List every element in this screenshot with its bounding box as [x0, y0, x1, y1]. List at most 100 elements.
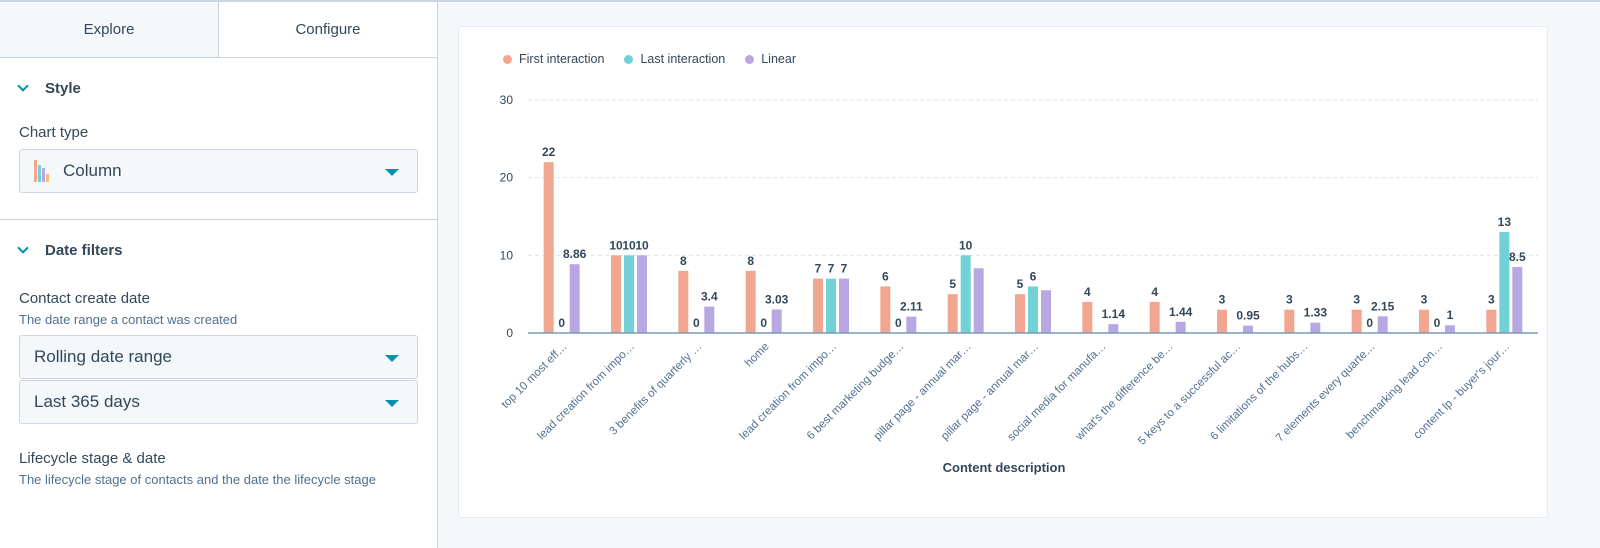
- y-tick-label: 30: [500, 93, 514, 107]
- data-label: 10: [609, 238, 623, 252]
- data-label: 3.03: [765, 292, 789, 306]
- bar-2-0: [569, 264, 580, 333]
- bar-1-4: [826, 278, 836, 333]
- bar-0-8: [1082, 301, 1093, 333]
- data-label: 13: [1498, 215, 1512, 229]
- data-label: 22: [542, 145, 556, 159]
- column-chart-icon: [34, 160, 49, 182]
- bar-0-10: [1217, 309, 1227, 333]
- data-label: 3: [1353, 293, 1360, 307]
- config-panel: Explore Configure Style Chart type Colum…: [0, 2, 438, 548]
- legend-linear[interactable]: Linear: [745, 52, 796, 66]
- data-label: 0: [1434, 316, 1441, 330]
- x-tick-label: home: [743, 341, 772, 370]
- date-filters-title: Date filters: [45, 241, 123, 259]
- data-label: 8.5: [1509, 250, 1526, 264]
- legend-dot: [745, 54, 755, 64]
- data-label: 5: [949, 277, 956, 291]
- legend-label: Last interaction: [640, 52, 726, 66]
- legend-dot: [624, 54, 634, 64]
- data-label: 1.33: [1304, 306, 1328, 320]
- bar-0-4: [813, 278, 823, 333]
- bar-0-0: [543, 162, 554, 333]
- data-label: 3: [1219, 293, 1226, 307]
- data-label: 1.14: [1102, 307, 1126, 321]
- data-label: 3.4: [701, 290, 718, 304]
- data-label: 5: [1017, 277, 1024, 291]
- data-label: 2.15: [1371, 299, 1395, 313]
- lifecycle-label: Lifecycle stage & date: [19, 450, 166, 467]
- bar-0-12: [1351, 309, 1362, 333]
- legend-last-interaction[interactable]: Last interaction: [624, 52, 725, 66]
- lifecycle-help: The lifecycle stage of contacts and the …: [19, 472, 376, 487]
- data-label: 1.44: [1169, 305, 1193, 319]
- legend-dot: [503, 54, 512, 64]
- data-label: 7: [841, 262, 848, 276]
- bar-1-7: [1028, 286, 1038, 333]
- data-label: 1: [1447, 308, 1454, 322]
- range-type-value: Rolling date range: [34, 347, 172, 366]
- bar-1-14: [1499, 232, 1510, 333]
- data-label: 6: [1030, 269, 1037, 283]
- date-filters-toggle[interactable]: Date filters: [17, 220, 418, 280]
- data-label: 0: [760, 316, 767, 330]
- chart-card: First interaction Last interaction Linea…: [458, 26, 1548, 518]
- chart-type-select[interactable]: Column: [19, 149, 418, 193]
- bar-0-14: [1486, 309, 1497, 333]
- style-section-toggle[interactable]: Style: [17, 58, 418, 118]
- bar-2-13: [1445, 325, 1455, 333]
- bar-0-7: [1015, 294, 1025, 333]
- bar-0-6: [947, 294, 958, 333]
- bar-0-9: [1149, 301, 1160, 333]
- bar-1-6: [960, 255, 971, 333]
- range-type-select[interactable]: Rolling date range: [19, 335, 418, 379]
- tab-configure[interactable]: Configure: [295, 21, 361, 38]
- panel-tabs: Explore Configure: [0, 2, 437, 58]
- divider: [0, 219, 437, 220]
- data-label: 4: [1151, 285, 1158, 299]
- y-tick-label: 10: [500, 248, 514, 262]
- bar-2-1: [637, 255, 647, 333]
- data-label: 8: [680, 254, 687, 268]
- data-label: 7: [828, 262, 835, 276]
- data-label: 6: [882, 269, 889, 283]
- data-label: 0.95: [1236, 309, 1260, 323]
- bar-2-12: [1377, 316, 1388, 333]
- range-value: Last 365 days: [34, 392, 140, 411]
- bar-2-3: [771, 309, 782, 333]
- range-value-select[interactable]: Last 365 days: [19, 380, 418, 424]
- data-label: 0: [895, 316, 902, 330]
- data-label: 3: [1286, 293, 1293, 307]
- data-label: 7: [815, 262, 822, 276]
- data-label: 10: [959, 238, 973, 252]
- chart-type-value: Column: [63, 161, 122, 180]
- caret-down-icon: [385, 400, 399, 407]
- data-label: 10: [622, 238, 636, 252]
- bar-2-7: [1041, 290, 1051, 333]
- bar-2-9: [1175, 321, 1186, 333]
- bar-2-8: [1108, 324, 1119, 333]
- y-tick-label: 20: [500, 171, 514, 185]
- data-label: 3: [1488, 293, 1495, 307]
- legend-first-interaction[interactable]: First interaction: [503, 52, 604, 66]
- bar-0-3: [745, 270, 756, 333]
- data-label: 2.11: [900, 300, 923, 314]
- x-tick-label: top 10 most eff…: [500, 341, 570, 411]
- chevron-down-icon: [17, 241, 29, 254]
- data-label: 0: [1366, 316, 1373, 330]
- chart-legend: First interaction Last interaction Linea…: [503, 52, 796, 66]
- bar-2-6: [973, 268, 984, 333]
- x-axis-title: Content description: [943, 460, 1066, 475]
- tab-explore[interactable]: Explore: [0, 2, 219, 57]
- data-label: 3: [1421, 293, 1428, 307]
- legend-label: First interaction: [519, 52, 605, 66]
- contact-create-date-label: Contact create date: [19, 290, 150, 307]
- bar-0-11: [1284, 309, 1295, 333]
- bar-2-5: [906, 316, 917, 333]
- chart-type-label: Chart type: [19, 124, 89, 141]
- data-label: 4: [1084, 285, 1091, 299]
- contact-create-date-help: The date range a contact was created: [19, 312, 238, 327]
- data-label: 0: [558, 316, 565, 330]
- style-section-title: Style: [45, 79, 81, 97]
